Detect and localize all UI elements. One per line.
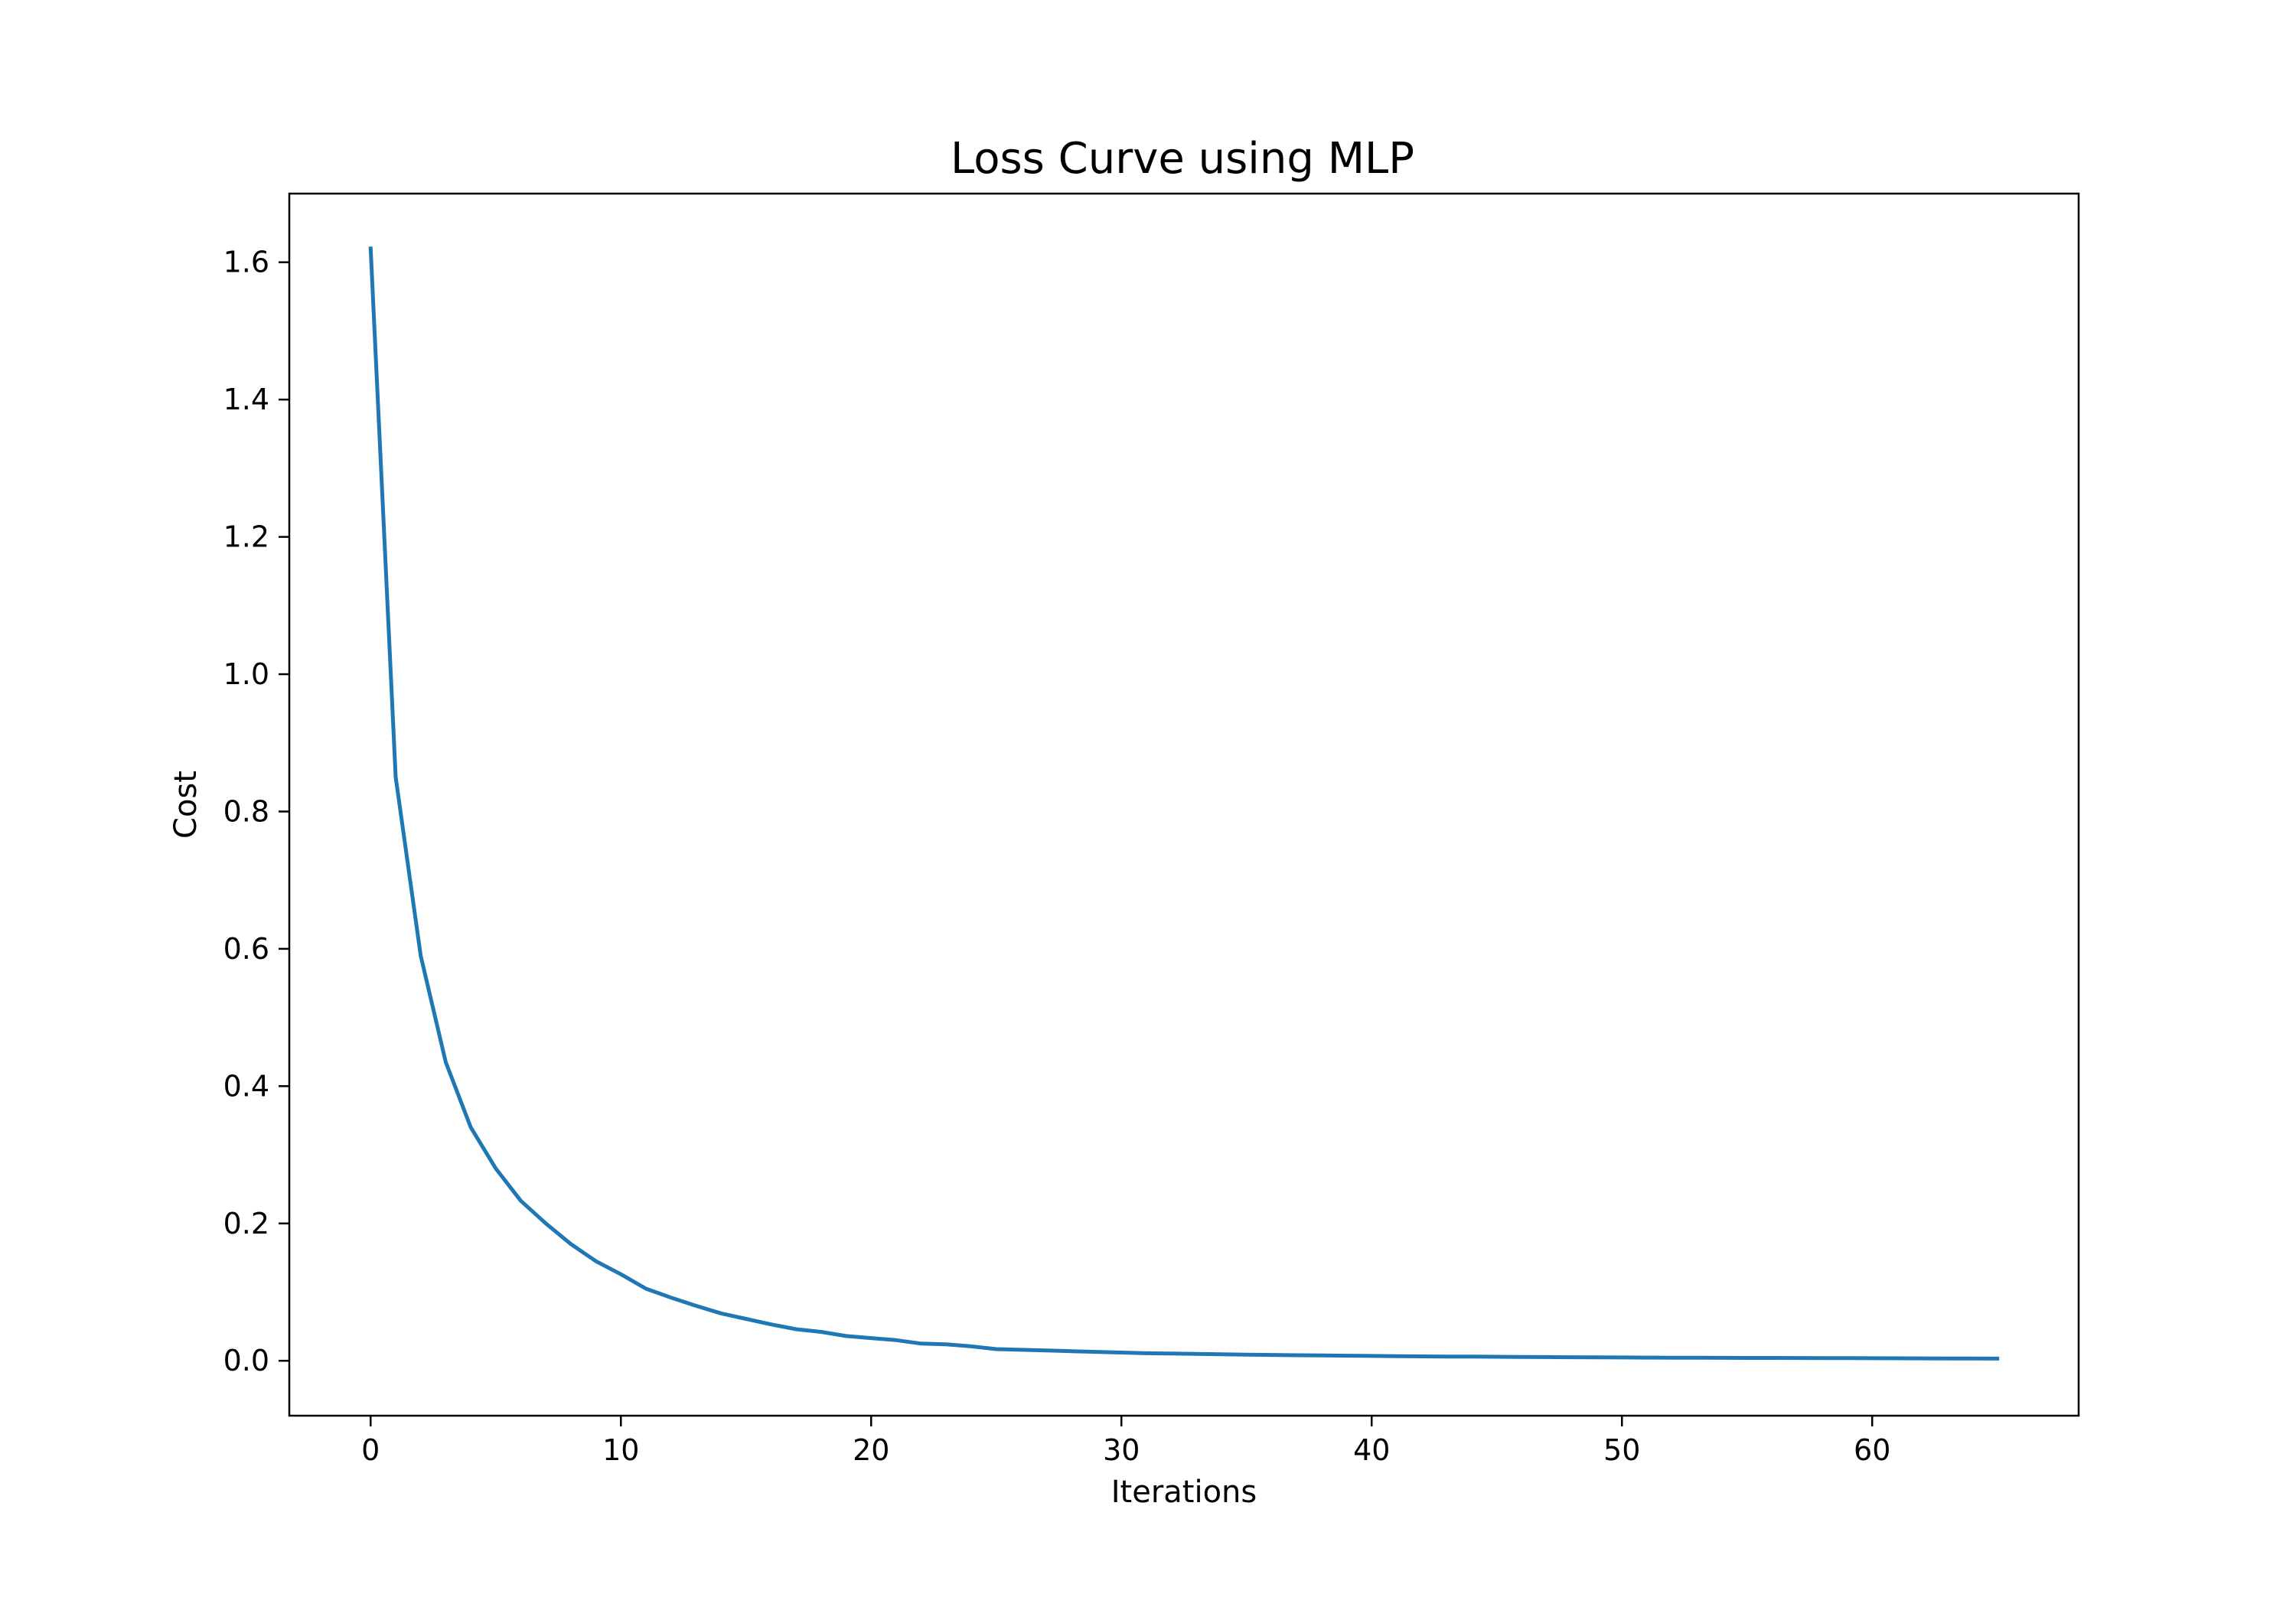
x-tick-label: 0	[361, 1433, 380, 1467]
x-tick-label: 10	[602, 1433, 639, 1467]
x-tick-label: 20	[853, 1433, 889, 1467]
x-tick-label: 40	[1353, 1433, 1390, 1467]
y-tick-label: 1.6	[223, 246, 269, 279]
y-tick-label: 1.4	[223, 383, 269, 416]
plot-series	[368, 246, 2000, 1361]
x-axis-ticks: 0 10 20 30 40 50 60	[361, 1416, 1890, 1467]
y-axis-label: Cost	[168, 771, 204, 839]
y-tick-label: 0.4	[223, 1069, 269, 1103]
x-tick-label: 50	[1603, 1433, 1640, 1467]
y-tick-label: 1.0	[223, 657, 269, 691]
y-tick-label: 0.6	[223, 932, 269, 966]
y-tick-label: 0.8	[223, 794, 269, 828]
y-axis-ticks: 0.0 0.2 0.4 0.6 0.8 1.0 1.2 1.4 1.6	[223, 246, 289, 1377]
y-tick-label: 1.2	[223, 520, 269, 554]
chart-title: Loss Curve using MLP	[951, 134, 1414, 184]
loss-series-line	[368, 246, 2000, 1361]
y-tick-label: 0.2	[223, 1207, 269, 1240]
plot-frame	[288, 192, 2080, 1417]
x-tick-label: 60	[1854, 1433, 1890, 1467]
x-tick-label: 30	[1103, 1433, 1140, 1467]
y-tick-label: 0.0	[223, 1344, 269, 1377]
x-axis-label: Iterations	[1111, 1475, 1257, 1510]
